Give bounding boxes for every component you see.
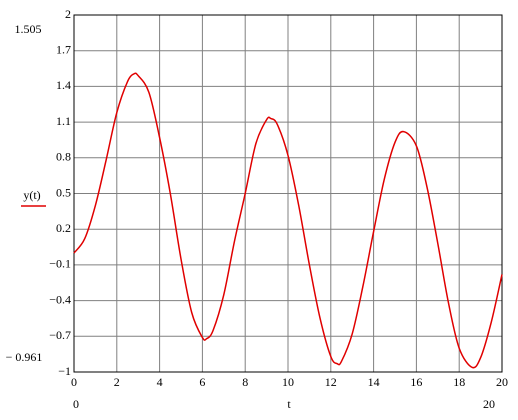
y-tick-label: 1.1 bbox=[56, 114, 71, 128]
x-tick-label: 2 bbox=[114, 375, 120, 389]
x-tick-label: 10 bbox=[282, 375, 294, 389]
y-tick-label: 1.4 bbox=[56, 78, 71, 92]
x-tick-label: 12 bbox=[325, 375, 337, 389]
x-tick-label: 8 bbox=[242, 375, 248, 389]
x-tick-label: 6 bbox=[199, 375, 205, 389]
y-max-label: 1.505 bbox=[15, 22, 42, 36]
x-tick-label: 20 bbox=[496, 375, 508, 389]
x-tick-label: 4 bbox=[157, 375, 163, 389]
x-max-label: 20 bbox=[483, 397, 495, 411]
y-tick-label: −1 bbox=[58, 364, 71, 378]
x-tick-label: 14 bbox=[368, 375, 380, 389]
y-tick-label: −0.7 bbox=[49, 328, 71, 342]
y-tick-label: 0.5 bbox=[56, 185, 71, 199]
y-tick-label: 0.2 bbox=[56, 221, 71, 235]
y-tick-label: 0.8 bbox=[56, 150, 71, 164]
legend-label: y(t) bbox=[23, 188, 40, 202]
plot-frame bbox=[73, 14, 503, 373]
x-tick-label: 0 bbox=[71, 375, 77, 389]
data-line bbox=[73, 72, 503, 369]
y-tick-label: −0.4 bbox=[49, 292, 71, 306]
x-tick-label: 18 bbox=[453, 375, 465, 389]
y-tick-label: 2 bbox=[65, 7, 71, 21]
x-min-label: 0 bbox=[73, 397, 79, 411]
y-min-label: − 0.961 bbox=[6, 350, 43, 364]
x-axis-label: t bbox=[287, 397, 291, 411]
x-tick-label: 16 bbox=[410, 375, 422, 389]
y-tick-label: −0.1 bbox=[49, 257, 71, 271]
y-tick-label: 1.7 bbox=[56, 42, 71, 56]
